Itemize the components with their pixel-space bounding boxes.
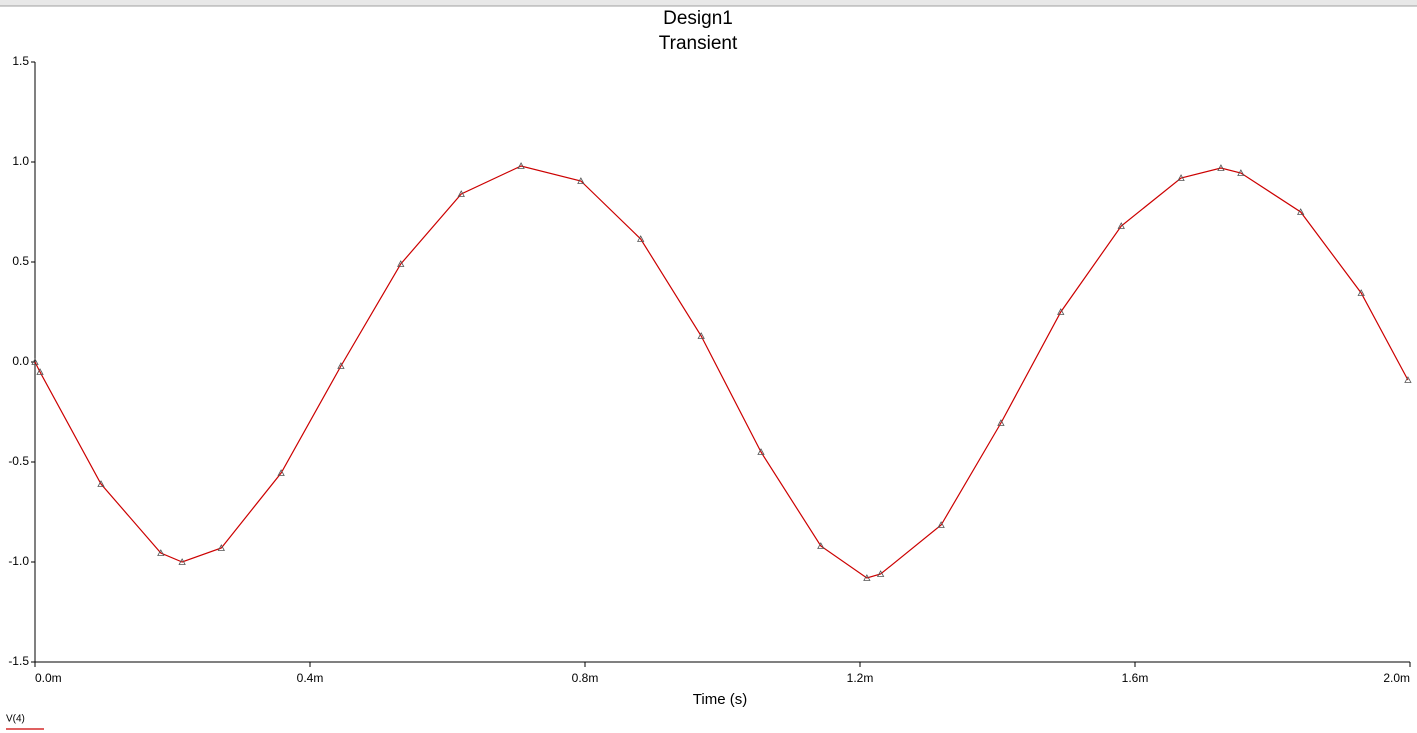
y-tick-label: 0.5 xyxy=(12,254,29,268)
data-point-marker xyxy=(863,574,871,581)
data-point-marker xyxy=(217,544,225,551)
data-point-marker xyxy=(937,521,945,528)
data-point-marker xyxy=(157,549,165,556)
data-point-marker xyxy=(457,190,465,197)
data-point-marker xyxy=(577,177,585,184)
x-tick-label: 1.6m xyxy=(1122,671,1149,685)
x-axis-label: Time (s) xyxy=(693,691,747,708)
data-point-marker xyxy=(1117,222,1125,229)
data-point-marker xyxy=(757,448,765,455)
chart-title: Design1 xyxy=(663,8,733,29)
x-tick-label: 1.2m xyxy=(847,671,874,685)
x-tick-label: 0.4m xyxy=(297,671,324,685)
series-line xyxy=(34,165,1409,579)
x-tick-label: 0.0m xyxy=(35,671,62,685)
data-point-marker xyxy=(1177,174,1185,181)
data-point-marker xyxy=(697,332,705,339)
x-tick-label: 2.0m xyxy=(1383,671,1410,685)
data-point-marker xyxy=(1357,289,1365,296)
data-point-marker xyxy=(397,260,405,267)
data-point-marker xyxy=(97,480,105,487)
data-point-marker xyxy=(1217,164,1225,171)
y-tick-label: -1.0 xyxy=(8,554,29,568)
y-tick-label: 1.0 xyxy=(12,154,29,168)
data-point-marker xyxy=(337,362,345,369)
y-tick-label: -1.5 xyxy=(8,654,29,668)
legend-label: V(4) xyxy=(6,714,25,725)
data-point-marker xyxy=(997,419,1005,426)
data-point-marker xyxy=(31,358,39,365)
chart-subtitle: Transient xyxy=(659,33,738,54)
y-tick-label: 0.0 xyxy=(12,354,29,368)
y-tick-label: -0.5 xyxy=(8,454,29,468)
data-point-marker xyxy=(1297,208,1305,215)
toolbar-strip xyxy=(0,0,1417,6)
x-tick-label: 0.8m xyxy=(572,671,599,685)
data-point-marker xyxy=(876,570,885,577)
data-point-marker xyxy=(178,558,186,565)
data-point-marker xyxy=(1404,376,1412,383)
data-point-marker xyxy=(517,162,525,169)
y-tick-label: 1.5 xyxy=(12,54,29,68)
data-point-marker xyxy=(1057,308,1065,315)
data-point-marker xyxy=(817,542,825,549)
data-point-marker xyxy=(277,469,285,476)
data-point-marker xyxy=(637,235,645,242)
data-point-marker xyxy=(1237,169,1245,176)
data-point-marker xyxy=(36,368,44,375)
